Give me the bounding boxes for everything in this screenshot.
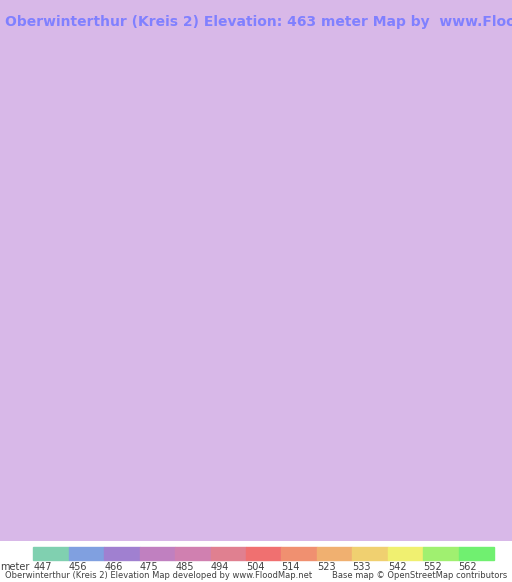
Bar — [459, 547, 494, 560]
Text: 447: 447 — [33, 562, 52, 572]
Text: 562: 562 — [459, 562, 477, 572]
Text: 485: 485 — [175, 562, 194, 572]
Bar — [140, 547, 175, 560]
Text: 552: 552 — [423, 562, 442, 572]
Text: 475: 475 — [140, 562, 158, 572]
Bar — [282, 547, 317, 560]
Bar — [104, 547, 140, 560]
Text: 504: 504 — [246, 562, 265, 572]
Bar — [317, 547, 352, 560]
Text: 514: 514 — [282, 562, 300, 572]
Bar — [33, 547, 69, 560]
Text: Oberwinterthur (Kreis 2) Elevation Map developed by www.FloodMap.net: Oberwinterthur (Kreis 2) Elevation Map d… — [5, 572, 312, 580]
Text: 523: 523 — [317, 562, 335, 572]
Bar — [175, 547, 210, 560]
Text: 456: 456 — [69, 562, 87, 572]
Bar — [352, 547, 388, 560]
Text: Oberwinterthur (Kreis 2) Elevation: 463 meter Map by  www.FloodMap.net (beta: Oberwinterthur (Kreis 2) Elevation: 463 … — [5, 15, 512, 29]
Text: Base map © OpenStreetMap contributors: Base map © OpenStreetMap contributors — [332, 572, 507, 580]
Bar — [69, 547, 104, 560]
Text: meter: meter — [0, 562, 29, 572]
Bar — [423, 547, 459, 560]
Bar — [210, 547, 246, 560]
Bar — [246, 547, 282, 560]
Text: 494: 494 — [210, 562, 229, 572]
Text: 533: 533 — [352, 562, 371, 572]
Bar — [388, 547, 423, 560]
Text: 466: 466 — [104, 562, 122, 572]
Text: 542: 542 — [388, 562, 407, 572]
